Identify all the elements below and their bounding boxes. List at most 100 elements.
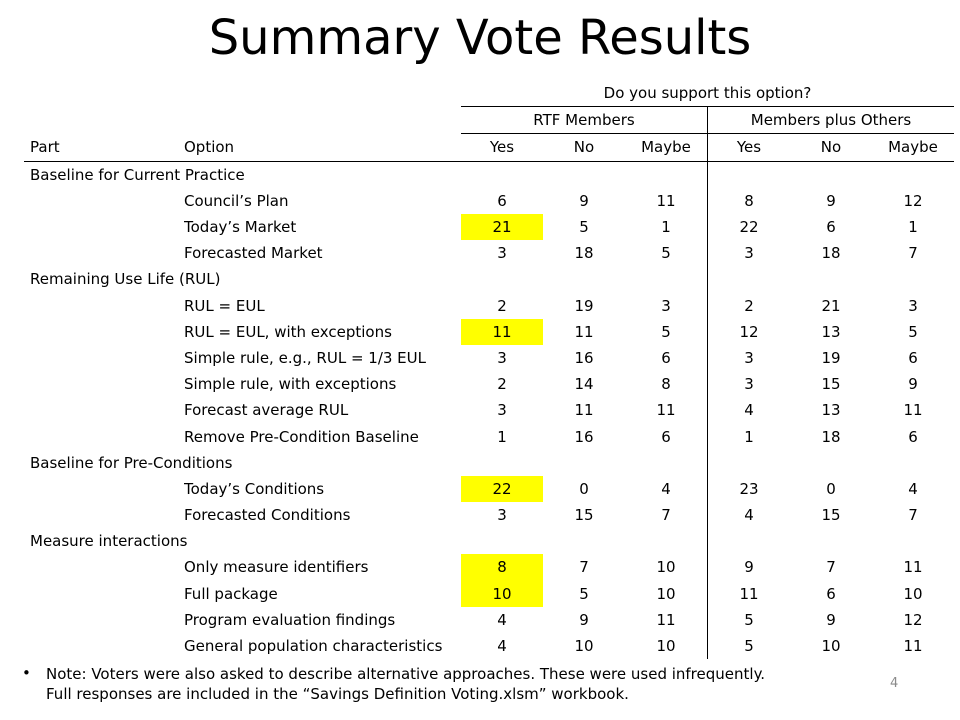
option-label: RUL = EUL bbox=[184, 296, 265, 315]
section-row: Baseline for Pre-Conditions bbox=[24, 449, 954, 476]
value-cell-others-yes: 11 bbox=[739, 584, 759, 603]
section-label: Remaining Use Life (RUL) bbox=[30, 270, 221, 289]
value-cell-others-yes: 12 bbox=[739, 322, 759, 341]
option-label: Forecasted Market bbox=[184, 244, 323, 263]
section-row: Measure interactions bbox=[24, 528, 954, 555]
value-cell-rtf-no: 10 bbox=[574, 637, 594, 656]
value-cell-rtf-yes: 22 bbox=[461, 475, 543, 502]
value-cell-others-no: 21 bbox=[821, 296, 841, 315]
section-row: Baseline for Current Practice bbox=[24, 161, 954, 188]
value-cell-others-maybe: 11 bbox=[903, 558, 923, 577]
value-cell-rtf-yes: 3 bbox=[497, 348, 507, 367]
column-header-others-no: No bbox=[790, 133, 872, 162]
value-cell-rtf-maybe: 1 bbox=[625, 213, 708, 241]
footnote-line-2: Full responses are included in the “Savi… bbox=[46, 685, 629, 703]
table-row: Simple rule, with exceptions 2 14 8 3 15 9 bbox=[24, 371, 954, 398]
table-row: General population characteristics 4 10 10 5… bbox=[24, 632, 954, 660]
value-cell-others-no: 7 bbox=[826, 558, 836, 577]
value-cell-rtf-maybe: 11 bbox=[625, 606, 708, 633]
value-cell-others-no: 15 bbox=[821, 506, 841, 525]
value-cell-rtf-maybe: 6 bbox=[625, 344, 708, 372]
header-row-groups: RTF Members Members plus Others bbox=[24, 106, 954, 135]
value-cell-others-maybe: 11 bbox=[903, 637, 923, 656]
table-row: Program evaluation findings 4 9 11 5 9 12 bbox=[24, 606, 954, 633]
option-label: Today’s Conditions bbox=[184, 479, 325, 498]
value-cell-rtf-no: 0 bbox=[579, 479, 589, 498]
value-cell-others-no: 10 bbox=[821, 637, 841, 656]
table-row: Remove Pre-Condition Baseline 1 16 6 1 18 6 bbox=[24, 423, 954, 450]
value-cell-others-maybe: 4 bbox=[908, 479, 918, 498]
column-header-option: Option bbox=[184, 133, 461, 162]
table-row: RUL = EUL, with exceptions 11 11 5 12 13 5 bbox=[24, 318, 954, 345]
option-label: Simple rule, with exceptions bbox=[184, 375, 397, 394]
value-cell-rtf-maybe: 4 bbox=[625, 475, 708, 502]
value-cell-rtf-maybe: 5 bbox=[625, 240, 708, 267]
value-cell-rtf-maybe: 11 bbox=[625, 187, 708, 214]
value-cell-rtf-yes: 4 bbox=[497, 610, 507, 629]
value-cell-rtf-yes: 6 bbox=[497, 191, 507, 210]
group-header-others: Members plus Others bbox=[707, 106, 954, 135]
value-cell-rtf-maybe: 6 bbox=[625, 423, 708, 450]
value-cell-others-yes: 8 bbox=[744, 191, 754, 210]
value-cell-rtf-maybe: 7 bbox=[625, 502, 708, 529]
table-row: Council’s Plan 6 9 11 8 9 12 bbox=[24, 187, 954, 214]
value-cell-rtf-yes: 2 bbox=[497, 375, 507, 394]
option-label: Only measure identifiers bbox=[184, 558, 369, 577]
value-cell-rtf-yes: 10 bbox=[461, 580, 543, 607]
value-cell-rtf-maybe: 8 bbox=[625, 371, 708, 398]
vote-results-table: Do you support this option? RTF Members … bbox=[24, 80, 954, 660]
slide-title: Summary Vote Results bbox=[208, 10, 752, 66]
header-row-columns: Part Option Yes No Maybe Yes No Maybe bbox=[24, 133, 954, 162]
table-row: Forecast average RUL 3 11 11 4 13 11 bbox=[24, 397, 954, 424]
value-cell-rtf-yes: 8 bbox=[461, 554, 543, 581]
column-header-others-yes: Yes bbox=[707, 133, 790, 162]
column-header-others-maybe: Maybe bbox=[872, 133, 954, 162]
table-row: Today’s Conditions 22 0 4 23 0 4 bbox=[24, 475, 954, 502]
table-row: Full package 10 5 10 11 6 10 bbox=[24, 580, 954, 607]
value-cell-others-yes: 5 bbox=[744, 610, 754, 629]
table-row: Today’s Market 21 5 1 22 6 1 bbox=[24, 213, 954, 241]
option-label: General population characteristics bbox=[184, 637, 443, 656]
option-label: Today’s Market bbox=[184, 218, 297, 237]
value-cell-rtf-no: 11 bbox=[574, 322, 594, 341]
value-cell-rtf-yes: 3 bbox=[497, 244, 507, 263]
value-cell-rtf-no: 16 bbox=[574, 427, 594, 446]
section-label: Measure interactions bbox=[30, 532, 188, 551]
value-cell-rtf-no: 18 bbox=[574, 244, 594, 263]
value-cell-others-yes: 3 bbox=[744, 375, 754, 394]
option-label: Remove Pre-Condition Baseline bbox=[184, 427, 419, 446]
section-row: Remaining Use Life (RUL) bbox=[24, 266, 954, 293]
section-label: Baseline for Current Practice bbox=[30, 165, 245, 184]
value-cell-others-maybe: 12 bbox=[903, 610, 923, 629]
table-row: Forecasted Conditions 3 15 7 4 15 7 bbox=[24, 502, 954, 529]
option-label: Simple rule, e.g., RUL = 1/3 EUL bbox=[184, 348, 426, 367]
option-label: RUL = EUL, with exceptions bbox=[184, 322, 392, 341]
value-cell-rtf-maybe: 5 bbox=[625, 318, 708, 345]
value-cell-rtf-no: 5 bbox=[579, 584, 589, 603]
value-cell-rtf-no: 19 bbox=[574, 296, 594, 315]
value-cell-others-no: 15 bbox=[821, 375, 841, 394]
footnote-text: Note: Voters were also asked to describe… bbox=[46, 664, 902, 704]
value-cell-others-no: 9 bbox=[826, 610, 836, 629]
value-cell-others-maybe: 7 bbox=[908, 244, 918, 263]
value-cell-others-yes: 4 bbox=[744, 506, 754, 525]
value-cell-others-no: 13 bbox=[821, 322, 841, 341]
option-label: Council’s Plan bbox=[184, 191, 289, 210]
option-label: Full package bbox=[184, 584, 278, 603]
value-cell-rtf-no: 15 bbox=[574, 506, 594, 525]
value-cell-others-maybe: 5 bbox=[908, 322, 918, 341]
value-cell-rtf-maybe: 10 bbox=[625, 580, 708, 607]
value-cell-rtf-no: 14 bbox=[574, 375, 594, 394]
value-cell-others-no: 9 bbox=[826, 191, 836, 210]
value-cell-others-no: 6 bbox=[826, 218, 836, 237]
value-cell-others-yes: 9 bbox=[744, 558, 754, 577]
footnote: • Note: Voters were also asked to descri… bbox=[22, 664, 902, 704]
table-row: Simple rule, e.g., RUL = 1/3 EUL 3 16 6 3 19 6 bbox=[24, 344, 954, 372]
value-cell-rtf-yes: 4 bbox=[497, 637, 507, 656]
option-label: Forecasted Conditions bbox=[184, 506, 351, 525]
table-row: RUL = EUL 2 19 3 2 21 3 bbox=[24, 292, 954, 319]
value-cell-others-maybe: 11 bbox=[903, 401, 923, 420]
group-header-rtf: RTF Members bbox=[461, 106, 708, 135]
value-cell-others-yes: 1 bbox=[744, 427, 754, 446]
value-cell-others-no: 18 bbox=[821, 244, 841, 263]
